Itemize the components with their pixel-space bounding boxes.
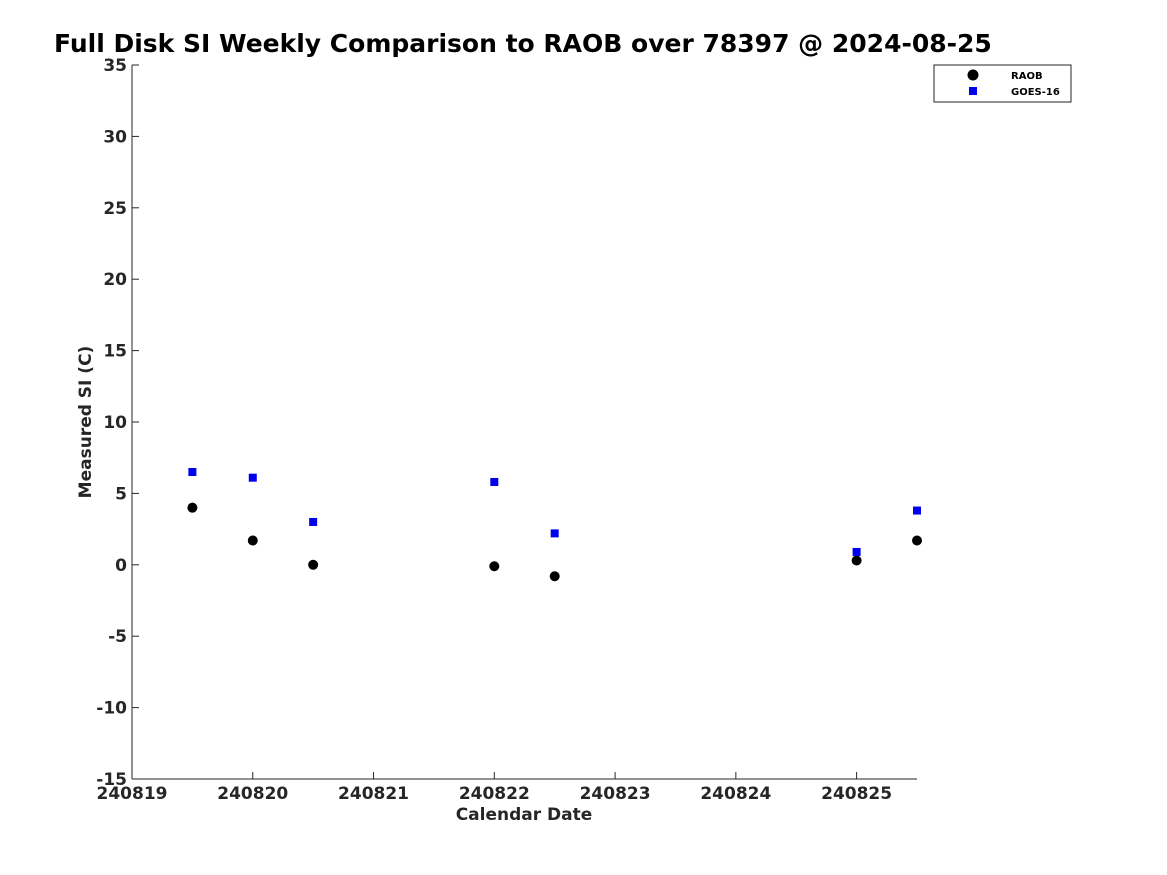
legend-label-raob: RAOB <box>1011 71 1043 82</box>
x-tick-label: 240820 <box>217 784 288 804</box>
point-goes16 <box>309 517 318 526</box>
point-raob <box>549 571 560 582</box>
y-tick-label: 10 <box>103 413 127 433</box>
legend-box <box>933 64 1072 103</box>
y-tick-label: 5 <box>115 484 127 504</box>
y-tick-label: 35 <box>103 56 127 76</box>
x-axis-label: Calendar Date <box>456 805 593 825</box>
x-tick-label: 240819 <box>97 784 168 804</box>
y-tick-label: 30 <box>103 127 127 147</box>
point-raob <box>247 535 258 546</box>
y-tick-label: 25 <box>103 199 127 219</box>
point-goes16 <box>550 529 559 538</box>
y-tick-label: -15 <box>96 770 127 790</box>
point-goes16 <box>913 506 921 515</box>
x-tick-label: 240821 <box>338 784 409 804</box>
axes <box>131 65 917 780</box>
x-tick-label: 240825 <box>821 784 892 804</box>
point-goes16 <box>188 467 197 476</box>
x-tick-label: 240824 <box>700 784 771 804</box>
x-tick-label: 240822 <box>459 784 530 804</box>
y-ticks: 35 30 25 20 15 10 5 0 -5 -10 -15 <box>96 56 139 790</box>
x-ticks: 240819 240820 240821 240822 240823 240824 2408… <box>97 772 892 804</box>
legend-label-goes16: GOES-16 <box>1011 87 1060 98</box>
point-goes16 <box>852 547 861 556</box>
y-axis-label: Measured SI (C) <box>76 346 96 499</box>
point-raob <box>851 555 862 566</box>
x-tick-label: 240823 <box>580 784 651 804</box>
chart-title: Full Disk SI Weekly Comparison to RAOB o… <box>54 29 992 58</box>
y-tick-label: 20 <box>103 270 127 290</box>
data-points <box>187 467 922 582</box>
y-tick-label: -10 <box>96 699 127 719</box>
point-goes16 <box>490 477 499 486</box>
point-raob <box>489 561 500 572</box>
point-raob <box>187 502 198 513</box>
point-raob <box>912 535 922 546</box>
y-tick-label: -5 <box>108 627 127 647</box>
legend-marker-raob <box>967 69 979 81</box>
point-raob <box>308 559 319 570</box>
legend: RAOB GOES-16 <box>933 64 1072 103</box>
y-tick-label: 15 <box>103 342 127 362</box>
legend-marker-goes16 <box>969 87 977 95</box>
point-goes16 <box>248 473 257 482</box>
y-tick-label: 0 <box>115 556 127 576</box>
